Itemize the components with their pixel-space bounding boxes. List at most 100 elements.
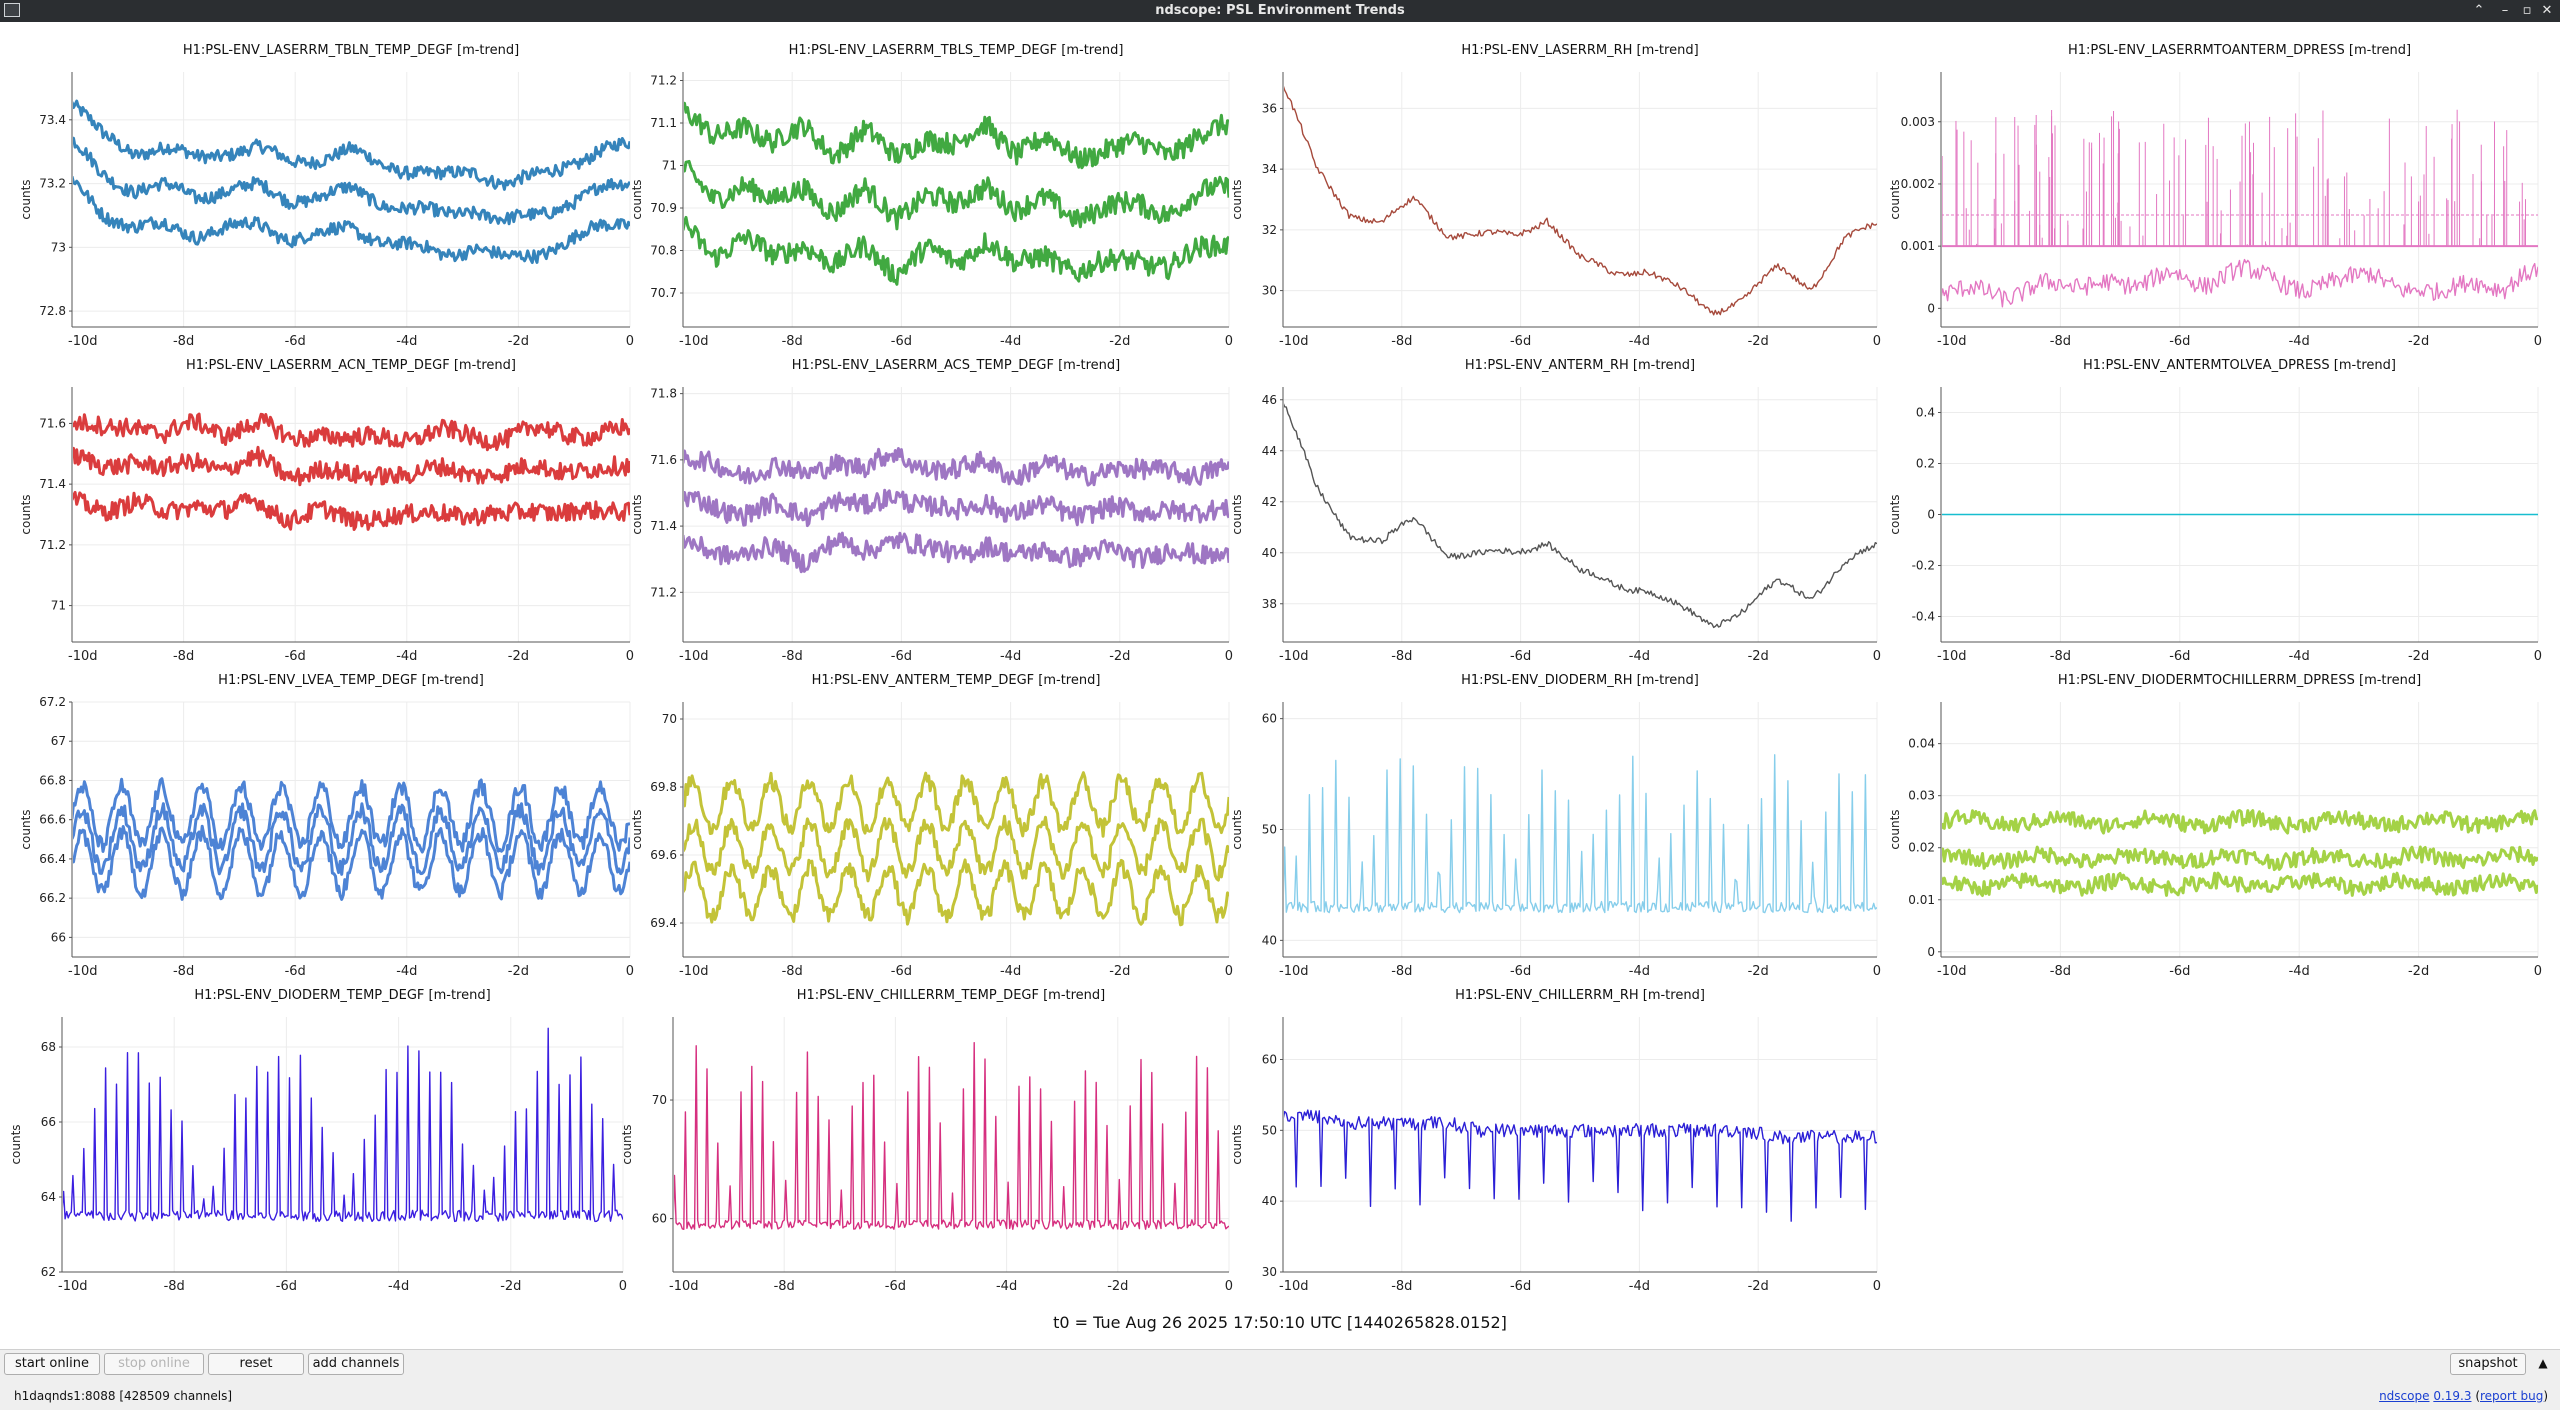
- report-bug-link[interactable]: report bug: [2480, 1389, 2544, 1403]
- plot-panel[interactable]: H1:PSL-ENV_LASERRMTOANTERM_DPRESS [m-tre…: [1888, 43, 2542, 349]
- y-axis-label: counts: [1888, 494, 1902, 534]
- x-tick-label: -2d: [508, 649, 529, 664]
- y-tick-label: 67.2: [39, 695, 66, 709]
- series-line: [684, 159, 1229, 231]
- x-tick-label: -8d: [782, 649, 803, 664]
- x-tick-label: 0: [1873, 334, 1881, 349]
- y-tick-label: 66.2: [39, 891, 66, 905]
- y-axis-label: counts: [630, 809, 644, 849]
- y-tick-label: 73.4: [39, 113, 66, 127]
- plot-panel[interactable]: H1:PSL-ENV_ANTERM_TEMP_DEGF [m-trend] 69.…: [630, 673, 1233, 979]
- y-tick-label: 73: [51, 240, 66, 254]
- plot-panel[interactable]: H1:PSL-ENV_LASERRM_ACN_TEMP_DEGF [m-tren…: [19, 358, 634, 664]
- x-tick-label: 0: [1225, 964, 1233, 979]
- series-line: [73, 412, 630, 452]
- x-tick-label: 0: [1873, 1279, 1881, 1294]
- plot-panel[interactable]: H1:PSL-ENV_DIODERMTOCHILLERRM_DPRESS [m-…: [1888, 673, 2542, 979]
- x-tick-label: 0: [1225, 649, 1233, 664]
- x-tick-label: 0: [626, 334, 634, 349]
- x-tick-label: -10d: [679, 649, 709, 664]
- expand-up-icon[interactable]: ▲: [2538, 1356, 2548, 1370]
- plot-panel[interactable]: H1:PSL-ENV_CHILLERRM_TEMP_DEGF [m-trend]…: [620, 988, 1233, 1294]
- plot-title: H1:PSL-ENV_ANTERM_RH [m-trend]: [1465, 358, 1695, 373]
- start-online-button[interactable]: start online: [4, 1353, 100, 1375]
- y-axis-label: counts: [9, 1124, 23, 1164]
- x-tick-label: -10d: [1279, 649, 1309, 664]
- plot-panel[interactable]: H1:PSL-ENV_CHILLERRM_RH [m-trend] 30 40 50 6…: [1230, 988, 1881, 1294]
- plot-panel[interactable]: H1:PSL-ENV_ANTERMTOLVEA_DPRESS [m-trend]…: [1888, 358, 2542, 664]
- x-tick-label: -8d: [173, 964, 194, 979]
- x-tick-label: -2d: [1748, 649, 1769, 664]
- version-link[interactable]: 0.19.3: [2433, 1389, 2472, 1403]
- x-tick-label: -2d: [500, 1279, 521, 1294]
- y-tick-label: 71.2: [650, 74, 677, 88]
- x-tick-label: -4d: [396, 334, 417, 349]
- plot-panel[interactable]: H1:PSL-ENV_LASERRM_TBLS_TEMP_DEGF [m-tre…: [630, 43, 1233, 349]
- plot-grid[interactable]: H1:PSL-ENV_LASERRM_TBLN_TEMP_DEGF [m-tre…: [0, 22, 2560, 1307]
- plot-panel[interactable]: H1:PSL-ENV_LASERRM_TBLN_TEMP_DEGF [m-tre…: [19, 43, 634, 349]
- close-icon[interactable]: ✕: [2541, 3, 2553, 18]
- snapshot-button[interactable]: snapshot: [2450, 1353, 2526, 1375]
- x-tick-label: 0: [2534, 334, 2542, 349]
- y-tick-label: 0: [1927, 945, 1935, 959]
- plots-canvas[interactable]: H1:PSL-ENV_LASERRM_TBLN_TEMP_DEGF [m-tre…: [0, 22, 2560, 1307]
- y-axis-label: counts: [630, 179, 644, 219]
- y-tick-label: 69.8: [650, 780, 677, 794]
- y-tick-label: 66.6: [39, 813, 66, 827]
- x-tick-label: -2d: [1748, 334, 1769, 349]
- x-tick-label: -8d: [2050, 334, 2071, 349]
- plot-panel[interactable]: H1:PSL-ENV_DIODERM_RH [m-trend] 40 50 60 -10…: [1230, 673, 1881, 979]
- maximize-icon[interactable]: ▫: [2522, 3, 2532, 18]
- series-line: [684, 447, 1229, 487]
- x-tick-label: -6d: [285, 649, 306, 664]
- minimize-icon[interactable]: –: [2501, 3, 2509, 18]
- x-tick-label: -6d: [891, 964, 912, 979]
- x-tick-label: -2d: [1109, 334, 1130, 349]
- plot-title: H1:PSL-ENV_LASERRM_RH [m-trend]: [1461, 43, 1698, 58]
- add-channels-button[interactable]: add channels: [308, 1353, 404, 1375]
- y-tick-label: 70: [662, 712, 677, 726]
- x-tick-label: -2d: [1748, 1279, 1769, 1294]
- x-tick-label: -4d: [2289, 964, 2310, 979]
- y-tick-label: 66: [51, 930, 66, 944]
- plot-panel[interactable]: H1:PSL-ENV_LASERRM_ACS_TEMP_DEGF [m-tren…: [630, 358, 1233, 664]
- y-tick-label: 60: [652, 1212, 667, 1226]
- y-tick-label: -0.4: [1912, 610, 1935, 624]
- y-tick-label: 0.001: [1901, 239, 1935, 253]
- y-tick-label: 66.8: [39, 773, 66, 787]
- x-tick-label: -6d: [2169, 649, 2190, 664]
- x-tick-label: -6d: [285, 964, 306, 979]
- plot-panel[interactable]: H1:PSL-ENV_ANTERM_RH [m-trend] 38 40 42 44 46…: [1230, 358, 1881, 664]
- y-tick-label: 62: [41, 1265, 56, 1279]
- x-tick-label: -4d: [2289, 649, 2310, 664]
- x-tick-label: -4d: [996, 1279, 1017, 1294]
- ndscope-link[interactable]: ndscope: [2379, 1389, 2430, 1403]
- y-axis-label: counts: [1888, 809, 1902, 849]
- y-tick-label: 38: [1262, 597, 1277, 611]
- x-tick-label: -2d: [1109, 649, 1130, 664]
- y-tick-label: 40: [1262, 546, 1277, 560]
- x-tick-label: -8d: [164, 1279, 185, 1294]
- plot-panel[interactable]: H1:PSL-ENV_LASERRM_RH [m-trend] 30 32 34 36 -…: [1230, 43, 1881, 349]
- reset-button[interactable]: reset: [208, 1353, 304, 1375]
- y-tick-label: 70.7: [650, 286, 677, 300]
- x-tick-label: -6d: [891, 649, 912, 664]
- series-line: [1284, 1109, 1877, 1222]
- x-tick-label: -10d: [669, 1279, 699, 1294]
- x-tick-label: 0: [619, 1279, 627, 1294]
- plot-panel[interactable]: H1:PSL-ENV_LVEA_TEMP_DEGF [m-trend] 66 66.…: [19, 673, 634, 979]
- y-tick-label: 64: [41, 1190, 56, 1204]
- y-tick-label: 71.6: [39, 416, 66, 430]
- x-tick-label: -2d: [2408, 334, 2429, 349]
- x-tick-label: -2d: [508, 964, 529, 979]
- plot-title: H1:PSL-ENV_DIODERM_RH [m-trend]: [1461, 673, 1699, 688]
- keep-above-icon[interactable]: ⌃: [2473, 3, 2485, 18]
- x-tick-label: -4d: [1629, 334, 1650, 349]
- series-line: [684, 531, 1229, 574]
- x-tick-label: 0: [626, 649, 634, 664]
- y-tick-label: 66.4: [39, 852, 66, 866]
- series-line: [1942, 258, 2538, 308]
- plot-title: H1:PSL-ENV_LASERRM_TBLN_TEMP_DEGF [m-tre…: [183, 43, 519, 58]
- y-axis-label: counts: [1230, 179, 1244, 219]
- plot-panel[interactable]: H1:PSL-ENV_DIODERM_TEMP_DEGF [m-trend] 62…: [9, 988, 627, 1294]
